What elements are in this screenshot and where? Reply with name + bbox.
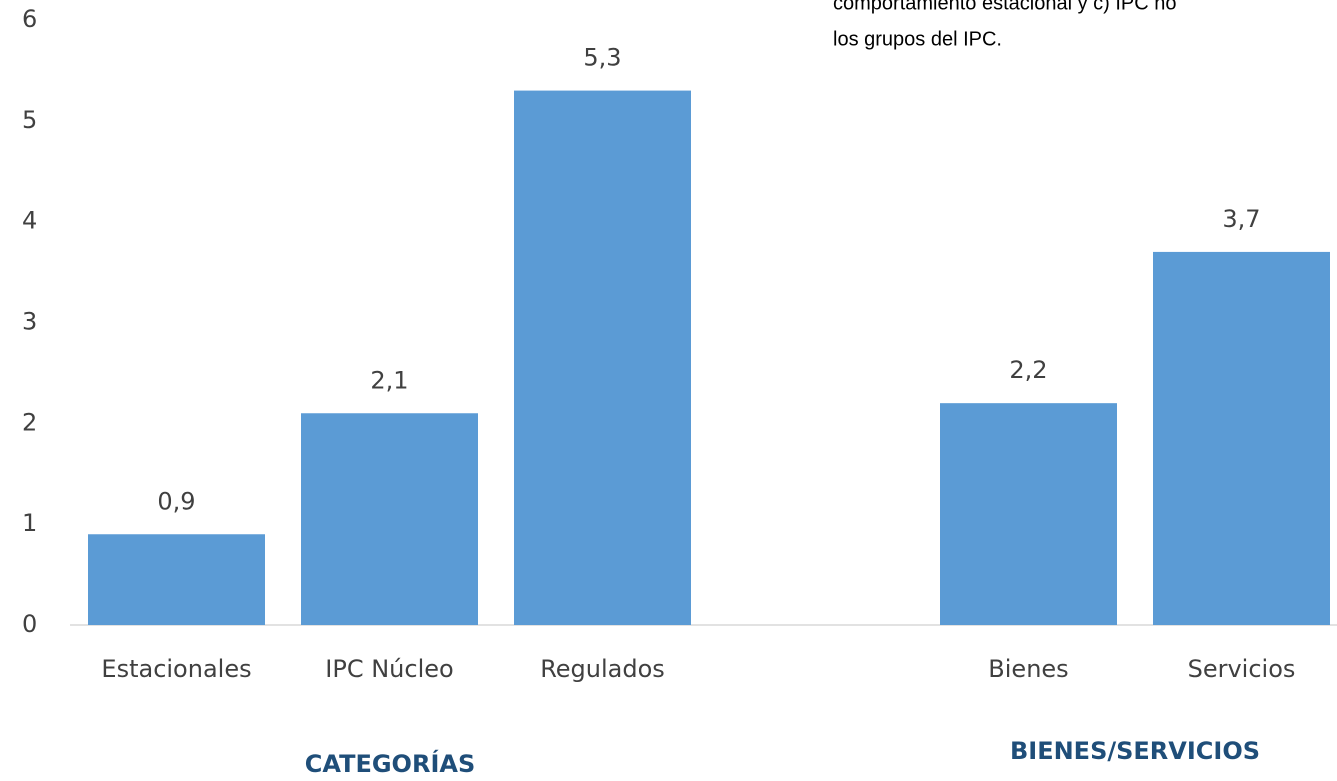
value-label: 2,1 <box>370 366 408 394</box>
annotation: comportamiento estacional y c) IPC no <box>833 0 1177 14</box>
bar <box>301 413 478 625</box>
y-tick-label: 6 <box>22 5 37 33</box>
value-label: 2,2 <box>1009 356 1047 384</box>
y-tick-label: 4 <box>22 207 37 235</box>
group-label: CATEGORÍAS <box>305 749 475 778</box>
bar <box>1153 251 1330 625</box>
group-label: BIENES/SERVICIOS <box>1010 737 1260 765</box>
x-tick-label: Regulados <box>540 655 665 683</box>
value-label: 0,9 <box>157 487 195 515</box>
x-tick-label: Servicios <box>1188 655 1296 683</box>
value-label: 5,3 <box>583 44 621 72</box>
x-tick-label: Estacionales <box>101 655 251 683</box>
y-tick-label: 3 <box>22 308 37 336</box>
y-tick-label: 0 <box>22 610 37 638</box>
y-tick-label: 1 <box>22 509 37 537</box>
x-tick-label: IPC Núcleo <box>325 655 453 683</box>
value-label: 3,7 <box>1222 205 1260 233</box>
bar <box>940 403 1117 625</box>
y-tick-label: 5 <box>22 106 37 134</box>
bar <box>514 90 691 626</box>
annotation: los grupos del IPC. <box>833 28 1002 50</box>
x-tick-label: Bienes <box>988 655 1068 683</box>
y-tick-label: 2 <box>22 408 37 436</box>
bar <box>88 534 265 625</box>
